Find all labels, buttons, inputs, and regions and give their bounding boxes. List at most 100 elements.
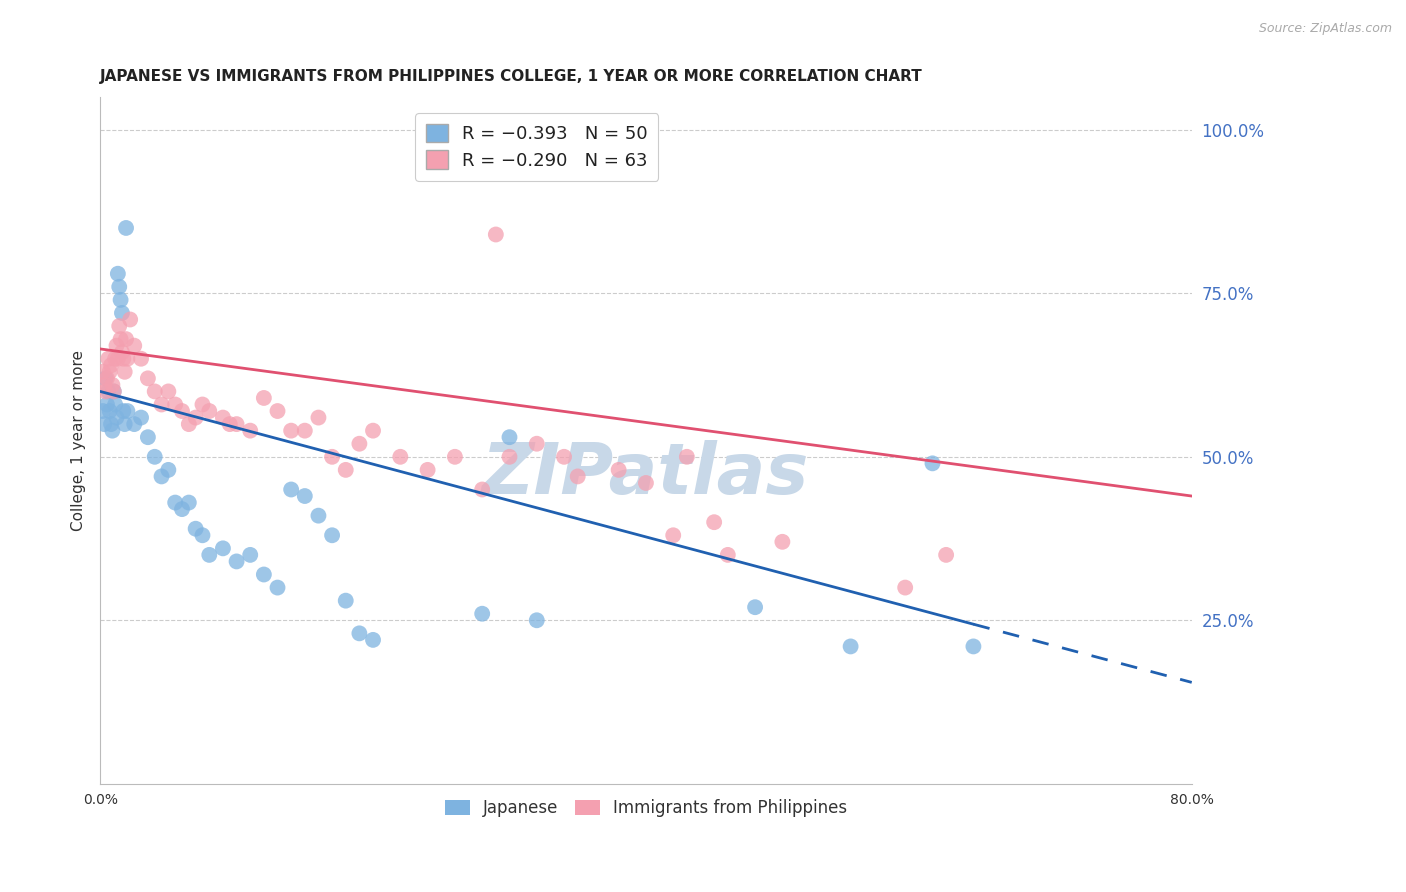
Point: [471, 483, 494, 497]
Point: [266, 404, 288, 418]
Point: [253, 567, 276, 582]
Point: [703, 515, 725, 529]
Point: [115, 221, 138, 235]
Legend: Japanese, Immigrants from Philippines: Japanese, Immigrants from Philippines: [437, 792, 853, 823]
Point: [294, 489, 316, 503]
Point: [101, 377, 124, 392]
Point: [212, 541, 235, 556]
Point: [361, 424, 384, 438]
Point: [744, 600, 766, 615]
Point: [498, 430, 520, 444]
Point: [165, 495, 187, 509]
Point: [111, 345, 134, 359]
Point: [105, 339, 128, 353]
Point: [553, 450, 575, 464]
Point: [361, 632, 384, 647]
Point: [416, 463, 439, 477]
Point: [567, 469, 589, 483]
Point: [239, 424, 262, 438]
Point: [225, 417, 247, 431]
Point: [335, 593, 357, 607]
Y-axis label: College, 1 year or more: College, 1 year or more: [72, 350, 86, 531]
Point: [104, 397, 127, 411]
Point: [114, 365, 136, 379]
Point: [177, 495, 200, 509]
Point: [280, 424, 302, 438]
Point: [136, 430, 159, 444]
Point: [100, 417, 122, 431]
Point: [526, 613, 548, 627]
Point: [129, 351, 152, 366]
Point: [91, 404, 114, 418]
Text: ZIPatlas: ZIPatlas: [482, 441, 810, 509]
Point: [122, 339, 145, 353]
Point: [662, 528, 685, 542]
Point: [266, 581, 288, 595]
Point: [770, 534, 793, 549]
Point: [962, 640, 984, 654]
Point: [108, 319, 131, 334]
Point: [191, 528, 214, 542]
Point: [280, 483, 302, 497]
Point: [96, 371, 118, 385]
Point: [114, 417, 136, 431]
Point: [104, 351, 127, 366]
Point: [444, 450, 467, 464]
Point: [120, 312, 142, 326]
Point: [307, 508, 329, 523]
Point: [177, 417, 200, 431]
Point: [97, 351, 120, 366]
Point: [117, 404, 139, 418]
Point: [191, 397, 214, 411]
Point: [103, 384, 125, 399]
Point: [212, 410, 235, 425]
Point: [294, 424, 316, 438]
Point: [165, 397, 187, 411]
Point: [129, 410, 152, 425]
Point: [150, 469, 173, 483]
Point: [93, 417, 115, 431]
Point: [921, 456, 943, 470]
Point: [98, 404, 121, 418]
Point: [335, 463, 357, 477]
Point: [103, 384, 125, 399]
Point: [108, 280, 131, 294]
Point: [307, 410, 329, 425]
Point: [101, 424, 124, 438]
Point: [389, 450, 412, 464]
Point: [170, 404, 193, 418]
Point: [136, 371, 159, 385]
Point: [94, 371, 117, 385]
Point: [184, 522, 207, 536]
Point: [485, 227, 508, 242]
Point: [526, 436, 548, 450]
Point: [112, 351, 135, 366]
Point: [239, 548, 262, 562]
Point: [225, 554, 247, 568]
Point: [935, 548, 957, 562]
Point: [143, 450, 166, 464]
Point: [91, 365, 114, 379]
Point: [471, 607, 494, 621]
Point: [143, 384, 166, 399]
Point: [634, 475, 657, 490]
Point: [321, 528, 343, 542]
Point: [117, 351, 139, 366]
Point: [839, 640, 862, 654]
Point: [93, 377, 115, 392]
Point: [198, 548, 221, 562]
Point: [98, 365, 121, 379]
Point: [150, 397, 173, 411]
Point: [676, 450, 699, 464]
Text: Source: ZipAtlas.com: Source: ZipAtlas.com: [1258, 22, 1392, 36]
Point: [717, 548, 740, 562]
Point: [607, 463, 630, 477]
Point: [100, 358, 122, 372]
Point: [894, 581, 917, 595]
Point: [170, 502, 193, 516]
Point: [112, 404, 135, 418]
Point: [105, 410, 128, 425]
Point: [110, 293, 132, 307]
Point: [111, 306, 134, 320]
Point: [115, 332, 138, 346]
